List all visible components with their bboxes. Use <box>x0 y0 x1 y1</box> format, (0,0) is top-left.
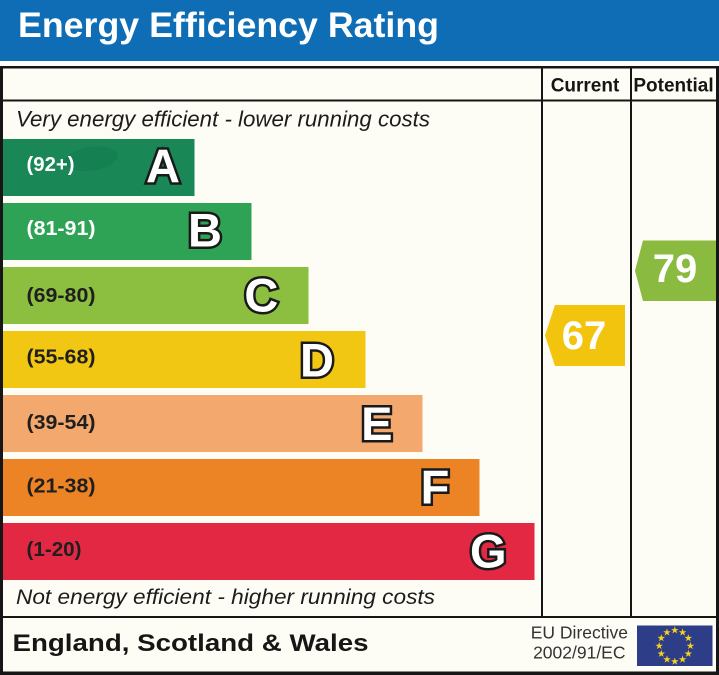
svg-text:E: E <box>361 397 392 450</box>
svg-text:Very energy efficient - lower: Very energy efficient - lower running co… <box>16 107 430 132</box>
svg-text:C: C <box>244 268 278 321</box>
svg-text:F: F <box>421 460 450 513</box>
svg-text:79: 79 <box>653 247 698 291</box>
svg-text:(21-38): (21-38) <box>27 476 96 498</box>
svg-text:2002/91/EC: 2002/91/EC <box>533 643 625 663</box>
svg-text:A: A <box>146 140 180 193</box>
svg-text:67: 67 <box>562 314 607 358</box>
svg-text:England, Scotland & Wales: England, Scotland & Wales <box>13 631 369 657</box>
svg-text:D: D <box>300 333 334 386</box>
svg-text:B: B <box>188 204 222 257</box>
svg-text:Potential: Potential <box>633 75 713 96</box>
svg-text:(69-80): (69-80) <box>27 285 96 307</box>
svg-text:(39-54): (39-54) <box>27 412 96 434</box>
svg-text:(81-91): (81-91) <box>27 218 96 240</box>
svg-text:(92+): (92+) <box>27 154 75 176</box>
svg-text:(1-20): (1-20) <box>27 539 82 561</box>
svg-text:G: G <box>470 525 507 578</box>
svg-text:Current: Current <box>551 75 620 96</box>
svg-text:EU Directive: EU Directive <box>531 623 628 643</box>
svg-text:(55-68): (55-68) <box>27 347 96 369</box>
svg-text:Energy Efficiency Rating: Energy Efficiency Rating <box>18 6 439 45</box>
svg-text:Not energy efficient - higher: Not energy efficient - higher running co… <box>16 585 435 609</box>
